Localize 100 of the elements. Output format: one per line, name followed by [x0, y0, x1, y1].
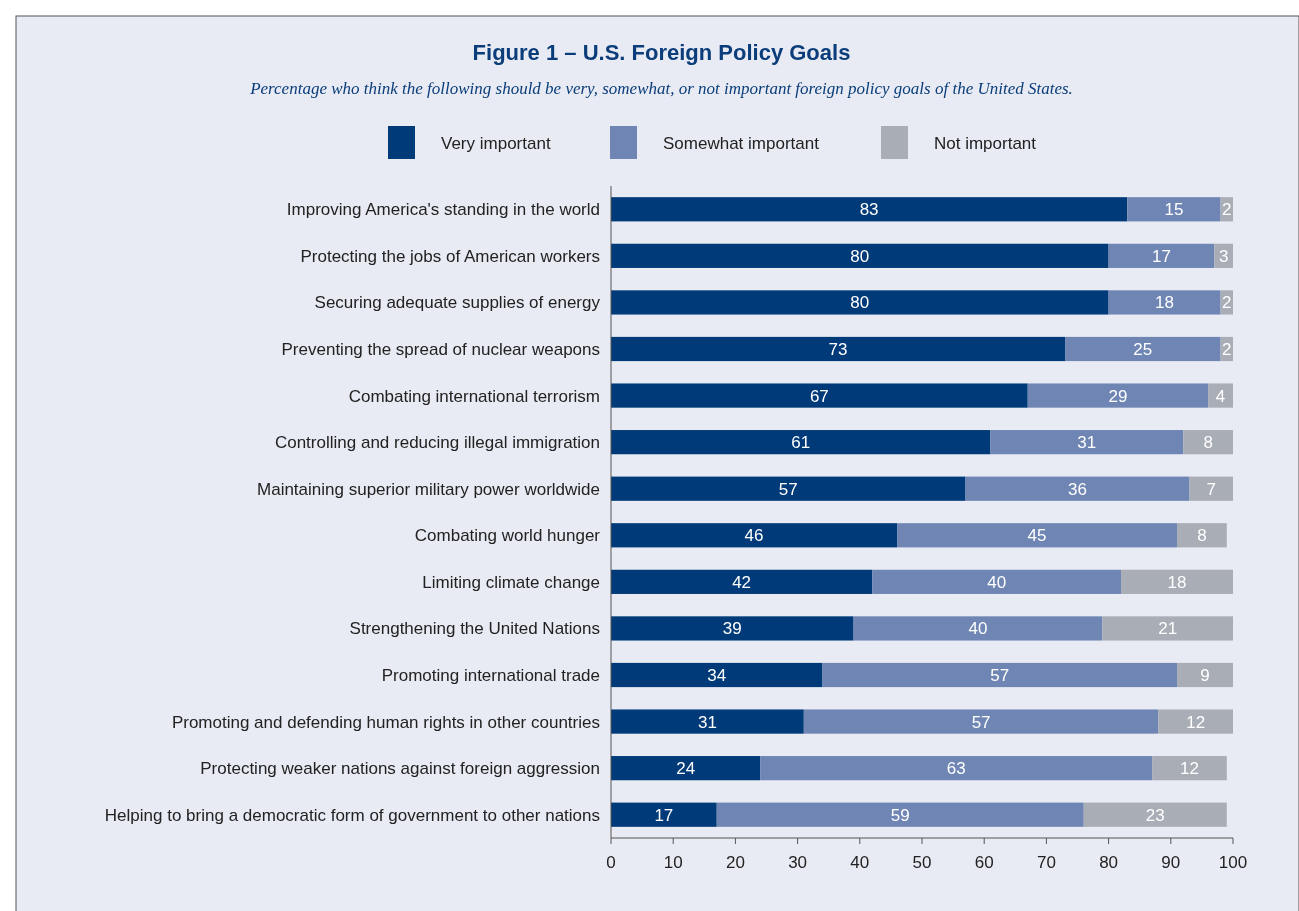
- bar: [611, 476, 966, 501]
- bar: [1189, 476, 1233, 501]
- x-tick-label: 40: [850, 853, 870, 872]
- data-label: 8: [1203, 433, 1213, 453]
- data-label: 80: [850, 293, 870, 313]
- data-label: 42: [732, 572, 752, 592]
- bar: [611, 383, 1028, 408]
- data-label: 61: [791, 433, 811, 453]
- y-tick-label: Combating international terrorism: [348, 386, 600, 406]
- x-tick-label: 30: [788, 853, 808, 872]
- x-tick-label: 100: [1218, 853, 1248, 872]
- data-label: 2: [1222, 339, 1232, 359]
- bar: [1177, 523, 1227, 548]
- bar: [716, 802, 1084, 827]
- y-tick-label: Securing adequate supplies of energy: [314, 293, 601, 313]
- y-tick-label: Combating world hunger: [414, 526, 601, 546]
- bar: [1108, 243, 1215, 268]
- chart-title: Figure 1 – U.S. Foreign Policy Goals: [472, 40, 851, 65]
- data-label: 9: [1200, 665, 1210, 685]
- x-tick-label: 90: [1161, 853, 1181, 872]
- bar: [1027, 383, 1209, 408]
- bar: [611, 197, 1128, 222]
- bar: [760, 756, 1153, 781]
- bar: [1208, 383, 1233, 408]
- x-tick-label: 80: [1099, 853, 1119, 872]
- x-tick-label: 50: [912, 853, 932, 872]
- bar: [1152, 756, 1227, 781]
- data-label: 59: [890, 805, 910, 825]
- data-label: 8: [1197, 526, 1207, 546]
- data-label: 57: [778, 479, 798, 499]
- bar: [611, 709, 804, 734]
- y-tick-label: Helping to bring a democratic form of government to other nations: [104, 805, 600, 825]
- bar: [1177, 662, 1233, 688]
- data-label: 24: [676, 759, 696, 779]
- data-label: 80: [850, 246, 870, 266]
- data-label: 18: [1167, 572, 1187, 592]
- bar: [822, 662, 1178, 688]
- data-label: 34: [707, 665, 727, 685]
- y-tick-label: Strengthening the United Nations: [349, 619, 600, 639]
- data-label: 83: [859, 200, 879, 220]
- data-label: 36: [1068, 479, 1087, 499]
- data-label: 12: [1180, 759, 1199, 779]
- bar: [611, 616, 854, 641]
- data-label: 17: [1152, 246, 1171, 266]
- bar: [1108, 290, 1221, 315]
- y-tick-label: Improving America's standing in the world: [286, 200, 600, 220]
- bar: [1102, 616, 1233, 641]
- x-tick-label: 20: [725, 853, 745, 872]
- data-label: 7: [1206, 479, 1216, 499]
- y-tick-label: Limiting climate change: [422, 572, 600, 592]
- bar: [611, 523, 898, 548]
- bar: [611, 430, 991, 455]
- x-tick-label: 10: [663, 853, 683, 872]
- bar: [897, 523, 1178, 548]
- data-label: 63: [946, 759, 966, 779]
- data-label: 15: [1164, 200, 1184, 220]
- x-tick-label: 60: [974, 853, 994, 872]
- bar: [1158, 709, 1233, 734]
- y-tick-label: Maintaining superior military power worldwide: [257, 479, 600, 499]
- bar: [1065, 336, 1221, 362]
- y-tick-label: Protecting weaker nations against foreign aggression: [200, 759, 600, 779]
- data-label: 57: [990, 665, 1010, 685]
- legend-label: Not important: [934, 133, 1037, 153]
- bar: [1083, 802, 1227, 827]
- data-label: 40: [987, 572, 1007, 592]
- data-label: 31: [697, 712, 717, 732]
- y-tick-label: Promoting international trade: [381, 665, 600, 685]
- bar: [611, 243, 1109, 268]
- data-label: 23: [1145, 805, 1165, 825]
- bar: [611, 290, 1109, 315]
- data-label: 25: [1133, 339, 1153, 359]
- data-label: 46: [744, 526, 764, 546]
- y-tick-label: Promoting and defending human rights in other countries: [171, 712, 600, 732]
- y-tick-label: Protecting the jobs of American workers: [300, 246, 600, 266]
- bar: [853, 616, 1103, 641]
- legend-label: Somewhat important: [663, 133, 820, 153]
- bar: [965, 476, 1190, 501]
- data-label: 3: [1218, 246, 1229, 266]
- bar: [611, 569, 873, 594]
- data-label: 21: [1158, 619, 1178, 639]
- bar: [611, 336, 1066, 362]
- bar: [611, 662, 823, 688]
- data-label: 45: [1027, 526, 1047, 546]
- data-label: 40: [968, 619, 988, 639]
- bar: [611, 756, 761, 781]
- bar: [611, 802, 717, 827]
- data-label: 31: [1077, 433, 1097, 453]
- x-tick-label: 70: [1036, 853, 1056, 872]
- data-label: 12: [1186, 712, 1206, 732]
- bar: [1127, 197, 1221, 222]
- y-tick-label: Controlling and reducing illegal immigration: [274, 433, 600, 453]
- y-tick-label: Preventing the spread of nuclear weapons: [281, 339, 600, 359]
- chart-subtitle: Percentage who think the following should be very, somewhat, or not important foreign policy goals of the United States.: [249, 79, 1073, 98]
- bar: [803, 709, 1159, 734]
- data-label: 2: [1222, 200, 1232, 220]
- data-label: 29: [1108, 386, 1128, 406]
- data-label: 18: [1155, 293, 1175, 313]
- legend-label: Very important: [441, 133, 551, 153]
- data-label: 17: [654, 805, 674, 825]
- data-label: 67: [809, 386, 829, 406]
